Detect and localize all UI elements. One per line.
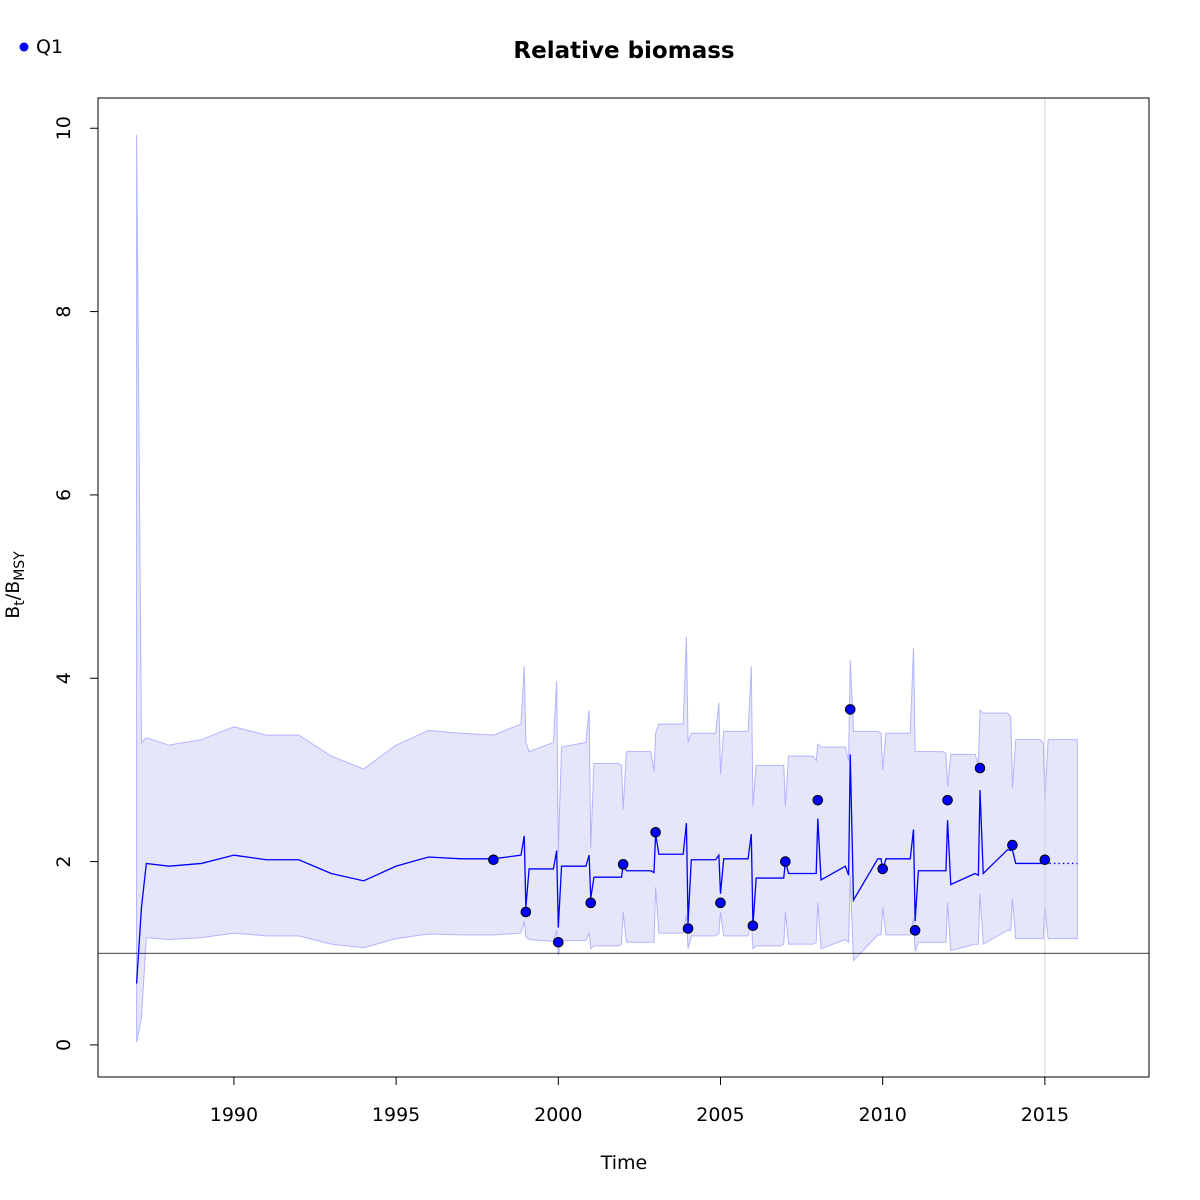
x-tick-label: 2005 <box>696 1104 744 1126</box>
y-label-part: B <box>2 606 24 619</box>
observation-point <box>650 826 661 838</box>
y-tick-label: 4 <box>53 672 75 684</box>
x-axis-label: Time <box>600 1152 648 1174</box>
observation-point <box>877 863 888 875</box>
x-tick-label: 2010 <box>859 1104 907 1126</box>
observation-point <box>974 762 986 774</box>
y-label-subscript: t <box>12 600 28 606</box>
x-tick-label: 1995 <box>372 1104 420 1126</box>
observation-point <box>488 854 499 866</box>
x-tick-label: 2015 <box>1021 1104 1069 1126</box>
observation-point <box>1007 839 1018 851</box>
observation-point <box>844 704 856 715</box>
observation-point <box>617 859 629 870</box>
observation-point <box>520 906 532 918</box>
y-label-part: /B <box>2 581 24 600</box>
observation-point <box>942 794 953 806</box>
y-tick-label: 8 <box>53 306 75 318</box>
observation-point <box>682 923 694 934</box>
legend-marker <box>19 42 29 52</box>
estimate-line <box>135 754 1045 984</box>
observation-point <box>780 856 791 867</box>
x-tick-label: 1990 <box>210 1104 258 1126</box>
chart-title: Relative biomass <box>513 38 734 64</box>
observation-point <box>585 897 597 909</box>
confidence-band <box>136 134 1078 1043</box>
legend-label: Q1 <box>36 36 63 58</box>
plot-frame <box>97 97 1150 1078</box>
observation-point <box>812 794 824 806</box>
observation-point <box>747 920 759 932</box>
observation-point <box>1039 854 1051 866</box>
y-tick-label: 2 <box>53 856 75 868</box>
y-tick-label: 10 <box>53 116 75 140</box>
y-tick-label: 0 <box>53 1039 75 1051</box>
observation-point <box>552 936 564 948</box>
y-label-subscript: MSY <box>12 551 28 581</box>
y-axis-label: Bt/BMSY <box>2 551 28 619</box>
observation-point <box>909 925 921 936</box>
y-tick-label: 6 <box>53 489 75 501</box>
observation-point <box>715 897 726 909</box>
x-tick-label: 2000 <box>534 1104 582 1126</box>
